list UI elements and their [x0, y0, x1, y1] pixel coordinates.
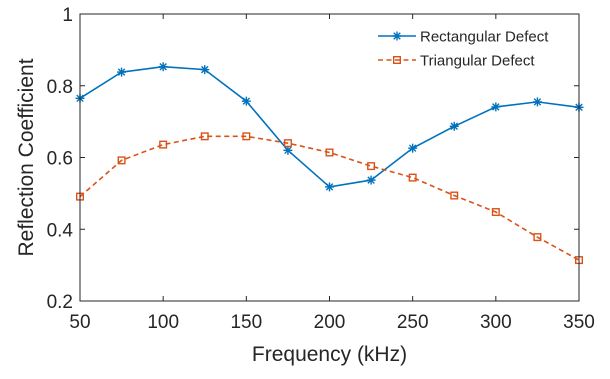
data-point-s1-10 [449, 121, 459, 131]
data-point-s2-2 [117, 156, 126, 165]
data-point-s2-7 [325, 148, 334, 157]
series-layer [75, 62, 584, 265]
series-2 [75, 132, 584, 265]
axes-layer: 50 100 150 200 250 300 350 0.2 0.4 0.6 0.8 1 [47, 5, 595, 333]
y-tick-label-2: 0.4 [47, 220, 74, 241]
data-point-s2-9 [408, 173, 417, 182]
series-line-2 [79, 135, 580, 261]
legend-label-2: Triangular Defect [420, 53, 535, 70]
data-point-s1-7 [325, 182, 334, 192]
data-point-s2-5 [242, 132, 251, 141]
data-point-s1-3 [158, 62, 168, 72]
legend: Rectangular Defect Triangular Defect [374, 22, 574, 75]
legend-box [374, 22, 574, 75]
data-point-s1-4 [200, 65, 210, 75]
x-tick-label-3: 150 [230, 312, 262, 333]
legend-item-1: Rectangular Defect [378, 29, 549, 46]
data-point-s2-4 [200, 132, 209, 141]
y-tick-label-4: 0.8 [47, 77, 73, 98]
data-point-s2-6 [283, 139, 292, 148]
data-point-s2-12 [533, 233, 542, 242]
data-point-s1-12 [532, 97, 542, 107]
x-tick-label-6: 300 [480, 312, 512, 333]
y-tick-label-1: 0.2 [47, 292, 73, 313]
legend-label-1: Rectangular Defect [420, 29, 549, 46]
x-tick-label-7: 350 [563, 312, 595, 333]
legend-item-2: Triangular Defect [378, 53, 535, 70]
data-point-s2-8 [367, 162, 376, 171]
legend-marker-2 [393, 56, 402, 65]
x-tick-label-4: 200 [314, 312, 346, 333]
x-axis-label: Frequency (kHz) [252, 343, 407, 366]
y-tick-label-3: 0.6 [47, 149, 73, 170]
data-point-s1-9 [408, 143, 418, 153]
x-tick-label-5: 250 [397, 312, 429, 333]
data-point-s2-11 [491, 208, 500, 217]
data-point-s1-2 [117, 67, 127, 77]
legend-marker-1 [392, 31, 402, 41]
x-tick-label-1: 50 [69, 312, 90, 333]
y-tick-label-5: 1 [62, 5, 73, 26]
data-point-s2-10 [450, 191, 459, 200]
data-point-s1-11 [491, 102, 501, 112]
data-point-s1-5 [241, 96, 251, 106]
data-point-s1-8 [366, 175, 376, 185]
data-point-s2-3 [159, 140, 168, 149]
y-axis-label: Reflection Coefficient [15, 58, 38, 256]
x-tick-label-2: 100 [147, 312, 179, 333]
data-point-s1-6 [283, 145, 293, 155]
